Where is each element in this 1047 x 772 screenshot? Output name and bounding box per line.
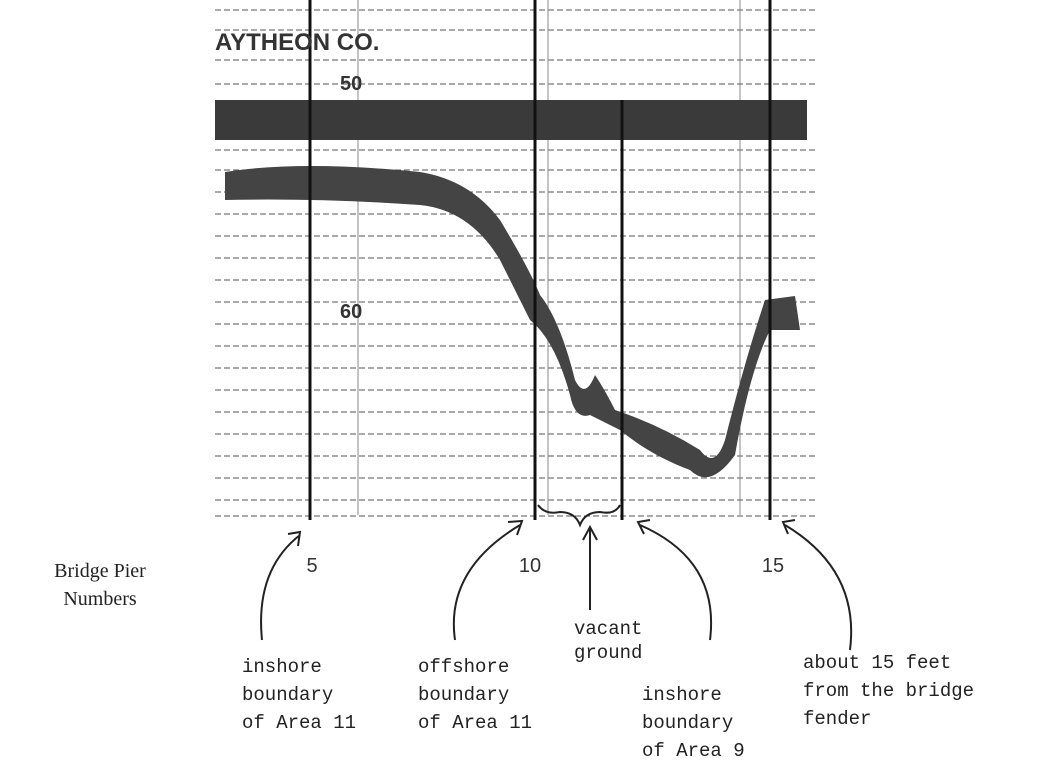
annotation: of Area 11 xyxy=(242,712,356,734)
annotation: vacant xyxy=(574,618,642,640)
annotation: of Area 9 xyxy=(642,740,745,762)
scale-label: 60 xyxy=(340,301,362,323)
annotation: boundary xyxy=(242,684,333,706)
annotation: of Area 11 xyxy=(418,712,532,734)
arrows xyxy=(260,519,853,651)
pier-number: 5 xyxy=(306,555,317,577)
pier-marks xyxy=(308,0,772,520)
pier-label: Numbers xyxy=(63,588,137,610)
annotation: ground xyxy=(574,642,642,664)
pier-number: 10 xyxy=(519,555,541,577)
annotation: boundary xyxy=(418,684,509,706)
annotation: offshore xyxy=(418,656,509,678)
labels: Bridge Pier Numbers 5 10 15 vacant groun… xyxy=(54,555,974,762)
annotation: about 15 feet xyxy=(803,652,951,674)
vacant-brace xyxy=(537,504,621,528)
annotation: boundary xyxy=(642,712,733,734)
pier-number: 15 xyxy=(762,555,784,577)
record-header: AYTHEON CO. xyxy=(215,29,379,56)
scale-label: 50 xyxy=(340,73,362,95)
pier-label: Bridge Pier xyxy=(54,560,146,582)
bottom-profile xyxy=(225,166,800,478)
transmit-band xyxy=(215,100,807,140)
annotation: inshore xyxy=(242,656,322,678)
annotation: inshore xyxy=(642,684,722,706)
annotation: fender xyxy=(803,708,871,730)
annotation: from the bridge xyxy=(803,680,974,702)
echo-record: AYTHEON CO. 50 60 xyxy=(212,0,820,528)
